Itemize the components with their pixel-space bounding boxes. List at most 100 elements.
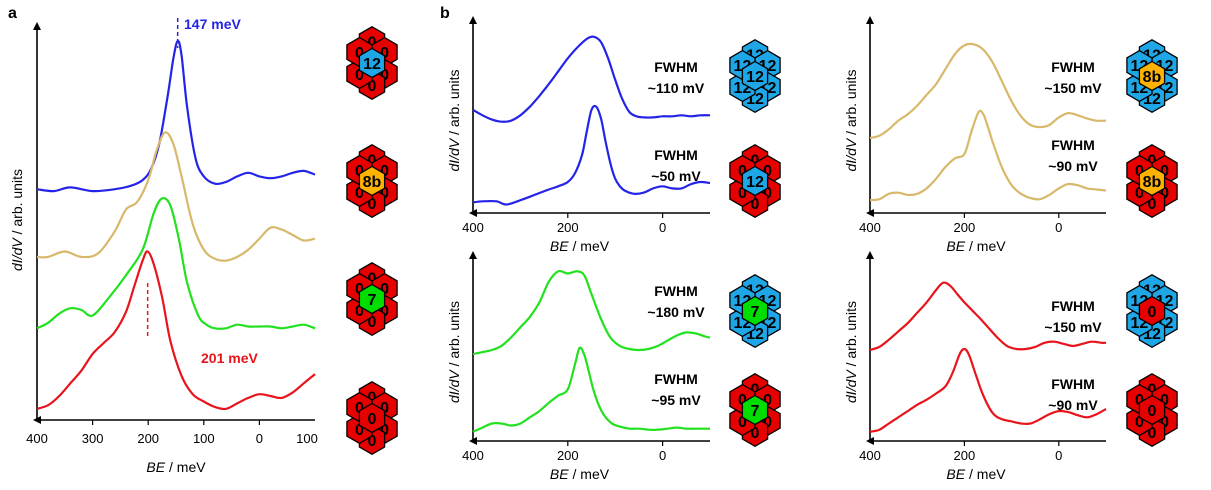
hex-center-cell [741,60,769,92]
hex-center-label: 8b [1143,174,1162,191]
peak-label-blue: 147 meV [184,16,241,32]
hex-cell-label: 0 [355,45,364,62]
panel-b-curves [472,35,1107,433]
hex-cell-label: 0 [763,163,772,180]
hex-cell-label: 0 [355,281,364,298]
hex-cell-label: 0 [763,414,772,431]
series-line-green [472,269,711,356]
hex-cell-label: 0 [1160,414,1169,431]
hex-cell-label: 0 [368,78,377,95]
hex-cell-label: 0 [368,152,377,169]
hex-cell-label: 0 [738,392,747,409]
hex-cell-label: 0 [751,381,760,398]
hex-cell-label: 0 [763,185,772,202]
hex-center-cell [1138,394,1166,426]
hex-center-label: 12 [363,56,381,73]
hex-cell-label: 0 [738,163,747,180]
hex-cell-label: 0 [380,163,389,180]
hex-cell-label: 0 [368,433,377,450]
x-tick-label: 300 [82,431,104,446]
panel-a-curves [36,39,316,411]
fwhm-value: ~110 mV [648,80,705,96]
x-tick-label: 0 [256,431,263,446]
hex-cell-label: 0 [380,400,389,417]
hex-cell-label: 0 [380,281,389,298]
hex-cluster-layer: 000000120000008b000000700000001212121212… [346,26,1178,456]
hex-cell-label: 0 [1135,163,1144,180]
hex-center-cell [741,295,769,327]
hex-center-label: 8b [1143,69,1162,86]
x-tick-label: 400 [859,448,881,463]
hex-center-cell [1138,295,1166,327]
hex-cell-label: 0 [355,163,364,180]
series-line-green [472,346,710,433]
y-axis-label: dI/dV / arb. units [843,70,859,172]
hex-cell-label: 0 [380,45,389,62]
x-tick-label: 100 [193,431,215,446]
hex-center-label: 7 [751,304,760,321]
x-tick-label: 200 [557,220,579,235]
fwhm-value: ~50 mV [651,168,701,184]
hex-center-cell [741,165,769,197]
y-axis-label-a: dI/dV / arb. units [9,169,25,271]
x-tick-label: 400 [859,220,881,235]
fwhm-title: FWHM [1051,298,1095,314]
panel-a-axes [33,22,315,424]
fwhm-value: ~90 mV [1048,158,1098,174]
hex-cell-label: 0 [380,303,389,320]
hex-cell-label: 0 [355,303,364,320]
x-tick-label: 400 [462,220,484,235]
hex-cell-label: 0 [355,400,364,417]
hex-center-label: 0 [1148,403,1157,420]
panel-a-x-ticklines [91,420,260,425]
hex-cell-label: 0 [368,34,377,51]
x-axis-label: BE / meV [550,466,610,482]
subplot-b2: 400 200 0 BE / meV dI/dV / arb. units [843,16,1106,254]
hex-cell-label: 0 [380,67,389,84]
x-tick-label: 400 [26,431,48,446]
hex-center-cell [741,394,769,426]
hex-cell-label: 0 [368,196,377,213]
x-axis-label: BE / meV [946,238,1006,254]
series-line-blue [472,35,711,123]
hex-cell-label: 0 [355,185,364,202]
series-line-red [869,347,1107,433]
x-tick-label: 200 [954,448,976,463]
hex-center-cell [1138,60,1166,92]
hex-cell-label: 0 [751,196,760,213]
series-line-gold [36,131,316,262]
hex-cell-label: 0 [380,185,389,202]
x-tick-label: 0 [659,448,666,463]
peak-label-red: 201 meV [201,350,258,366]
hex-center-cell [358,47,386,79]
fwhm-value: ~95 mV [651,392,701,408]
series-line-red [36,250,316,411]
subplot-b3: 400 200 0 BE / meV dI/dV / arb. units [446,251,710,482]
fwhm-title: FWHM [654,283,698,299]
x-axis-label: BE / meV [946,466,1006,482]
fwhm-title: FWHM [1051,137,1095,153]
hex-cell-label: 0 [1160,163,1169,180]
hex-cell-label: 0 [355,67,364,84]
hex-cell-label: 0 [368,314,377,331]
x-axis-label: BE / meV [550,238,610,254]
hex-center-label: 12 [746,69,764,86]
x-tick-label: 0 [1055,220,1062,235]
subplot-b4: 400 200 0 BE / meV dI/dV / arb. units [843,251,1106,482]
hex-cell-label: 0 [1148,152,1157,169]
fwhm-title: FWHM [1051,376,1095,392]
hex-cell-label: 0 [368,389,377,406]
x-tick-label: 400 [462,448,484,463]
hex-cell-label: 0 [751,425,760,442]
hex-center-label: 0 [1148,304,1157,321]
hex-cell-label: 0 [763,392,772,409]
hex-center-label: 0 [368,411,377,428]
hex-cell-label: 0 [368,270,377,287]
